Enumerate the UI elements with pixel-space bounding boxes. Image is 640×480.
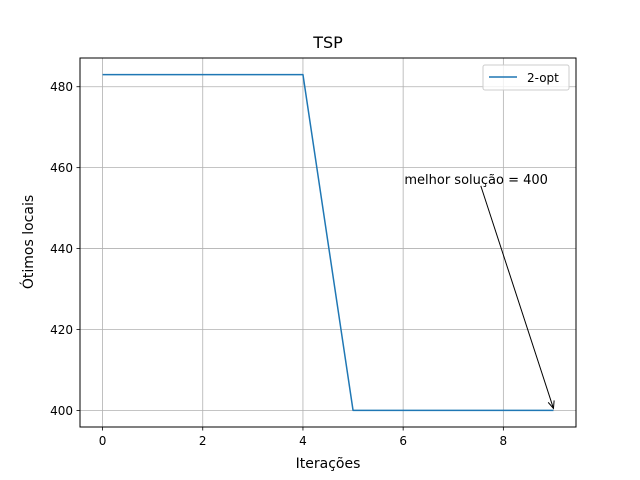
y-tick-label: 400 bbox=[50, 404, 73, 418]
annotation-arrowhead bbox=[547, 400, 555, 410]
x-tick-label: 0 bbox=[99, 434, 107, 448]
annotation: melhor solução = 400 bbox=[404, 173, 555, 410]
y-tick-label: 480 bbox=[50, 80, 73, 94]
x-tick-label: 2 bbox=[199, 434, 207, 448]
y-axis: 400 420 440 460 480 bbox=[50, 80, 80, 418]
legend-label-2-opt: 2-opt bbox=[527, 71, 559, 85]
x-axis-label: Iterações bbox=[296, 456, 361, 472]
x-tick-label: 6 bbox=[399, 434, 407, 448]
chart-title: TSP bbox=[312, 33, 343, 52]
x-axis: 0 2 4 6 8 bbox=[99, 427, 507, 448]
series-layer bbox=[102, 73, 554, 412]
annotation-text: melhor solução = 400 bbox=[404, 173, 548, 188]
x-tick-label: 8 bbox=[500, 434, 508, 448]
y-axis-label: Ótimos locais bbox=[19, 195, 37, 289]
y-tick-label: 440 bbox=[50, 242, 73, 256]
x-tick-label: 4 bbox=[299, 434, 307, 448]
plot-frame bbox=[79, 57, 577, 428]
annotation-arrow bbox=[480, 185, 554, 409]
legend-box bbox=[482, 64, 570, 91]
series-line-2-opt bbox=[102, 73, 554, 412]
y-tick-label: 460 bbox=[50, 161, 73, 175]
legend: 2-opt bbox=[482, 64, 570, 91]
y-tick-label: 420 bbox=[50, 323, 73, 337]
